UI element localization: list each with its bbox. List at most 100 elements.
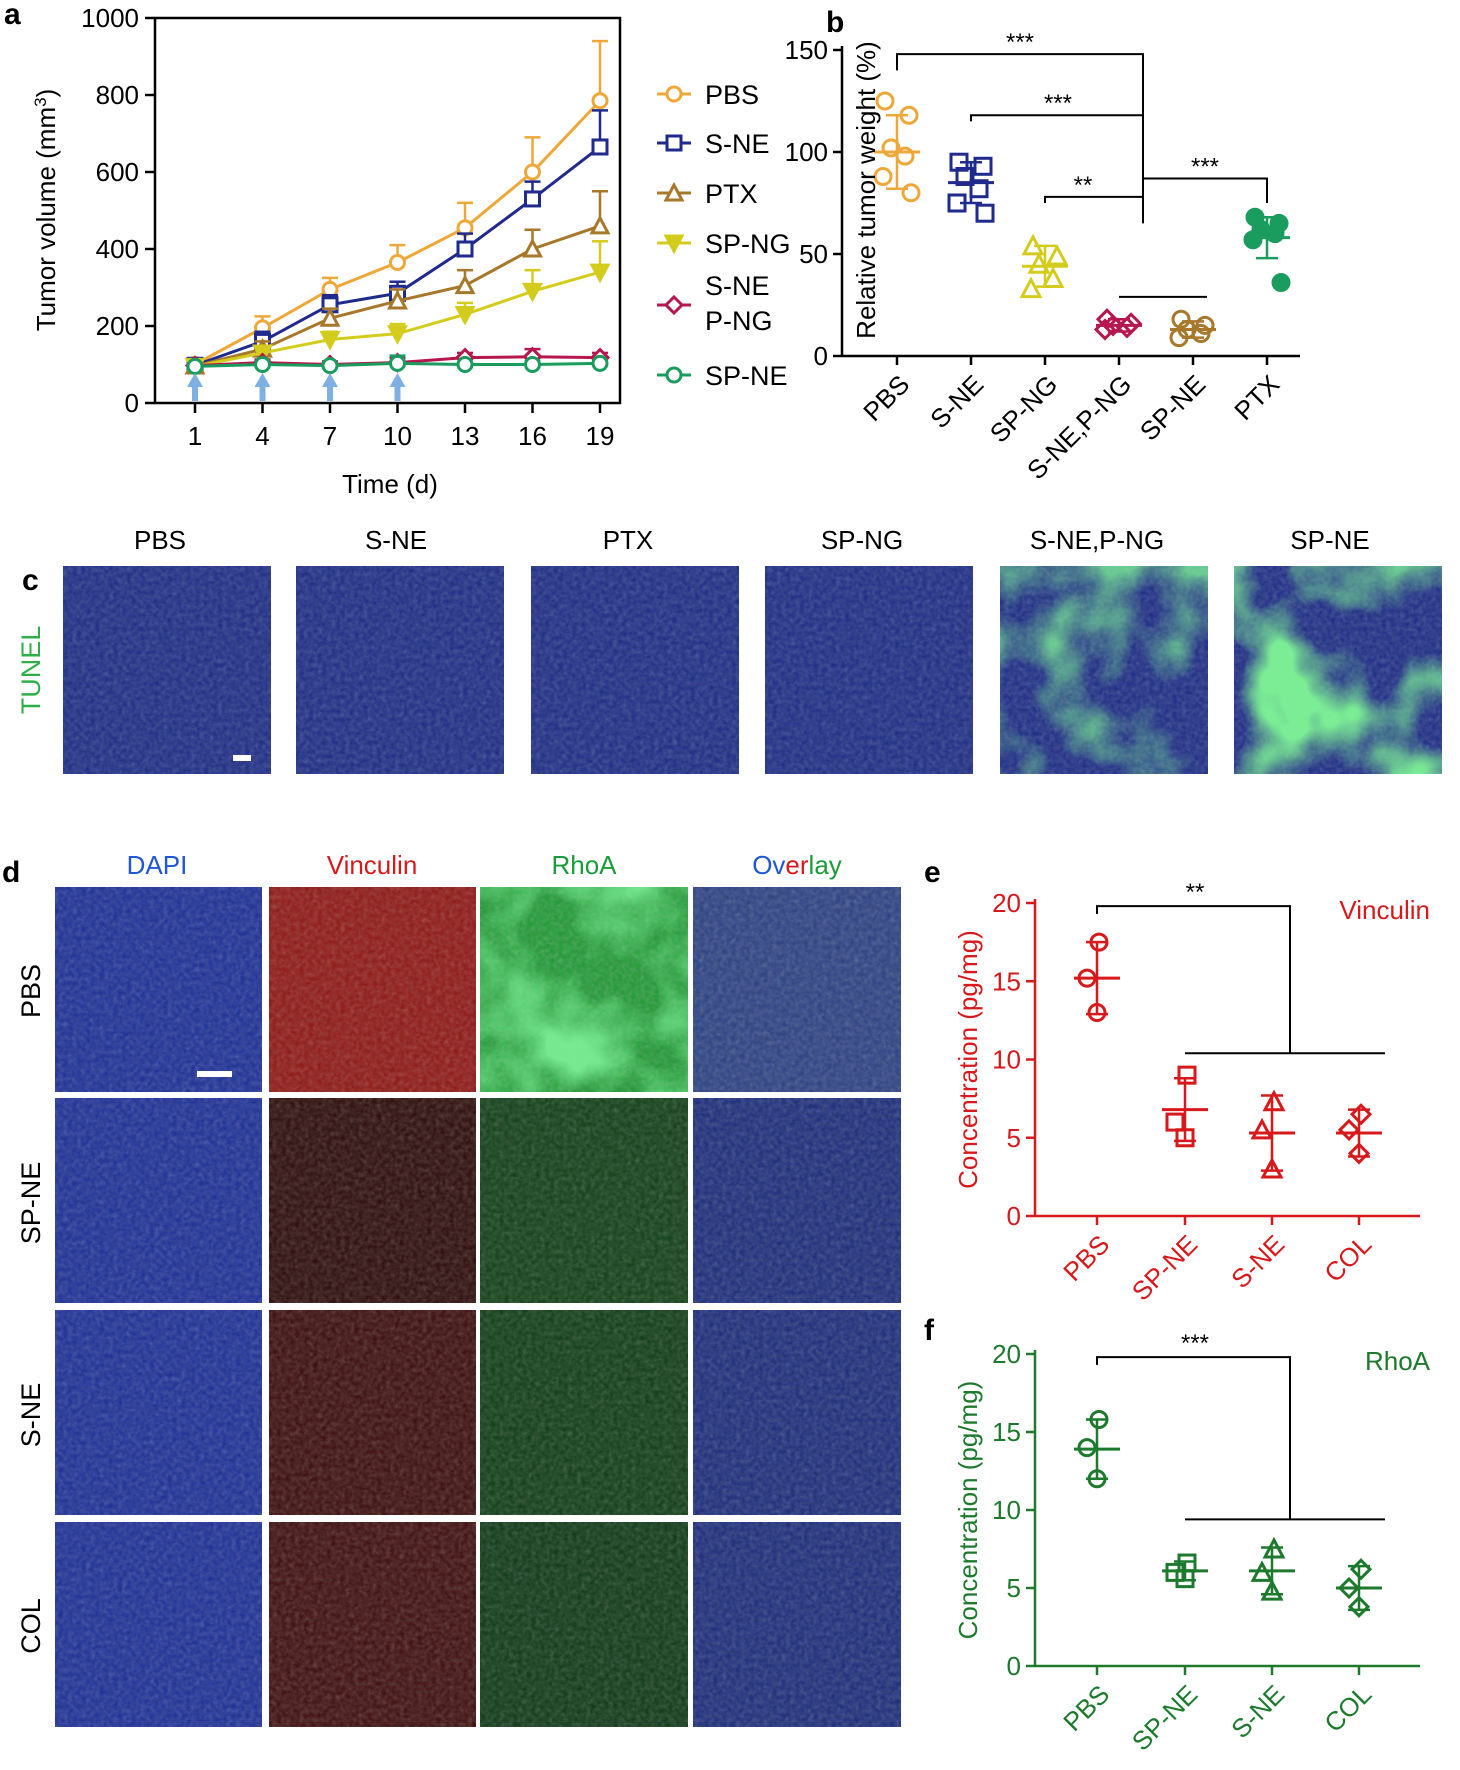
column-label: S-NE (365, 525, 427, 555)
data-point (975, 203, 995, 223)
x-tick-label: 4 (255, 421, 269, 451)
if-image (693, 1098, 901, 1303)
data-point (1271, 273, 1291, 293)
data-point (1041, 266, 1065, 288)
bracket (1044, 195, 1143, 203)
data-point (389, 253, 406, 271)
data-point (591, 92, 609, 110)
tunel-image (1000, 566, 1208, 774)
x-tick-label: COL (1318, 1229, 1377, 1288)
data-point (387, 325, 408, 345)
dosing-arrow-stem (259, 386, 266, 401)
data-point (591, 138, 609, 156)
if-image (269, 1310, 476, 1515)
data-point (1349, 1558, 1373, 1581)
x-tick-label: PBS (857, 369, 915, 427)
data-point (1019, 276, 1043, 299)
dosing-arrow-stem (192, 386, 198, 401)
overlay-part: lay (809, 850, 842, 880)
data-point (1347, 1142, 1371, 1165)
column-label: SP-NG (821, 525, 903, 555)
y-tick-label: 50 (799, 239, 828, 269)
x-tick-label: 10 (383, 421, 412, 451)
chart-a-tumor-volume: 0 200 400 600 800 1000 1 4 7 10 13 16 19 Time (d) Tumo… (31, 3, 791, 499)
legend-label: P-NG (705, 306, 773, 336)
group-PTX (1243, 207, 1291, 293)
x-tick-label: PBS (1057, 1679, 1115, 1737)
data-point (186, 357, 204, 375)
panel-letter-e: e (924, 856, 941, 889)
legend-label: SP-NG (705, 229, 791, 259)
y-axis-label: Concentration (pg/mg) (953, 930, 983, 1189)
x-tick-label: 7 (323, 421, 337, 451)
panel-letter-f: f (924, 1314, 935, 1347)
panel-letter-d: d (2, 856, 20, 889)
data-point (1171, 309, 1191, 329)
y-tick-label: 150 (785, 35, 828, 65)
data-point (1087, 1469, 1107, 1489)
tile-texture (55, 1098, 262, 1303)
data-point (591, 354, 609, 372)
row-label-tunel: TUNEL (16, 626, 46, 715)
y-tick-label: 5 (1007, 1573, 1021, 1603)
y-tick-label: 400 (96, 234, 139, 264)
data-point (456, 240, 474, 258)
legend-marker (663, 294, 685, 316)
significance-brackets: *** (1096, 1330, 1385, 1521)
dosing-arrow (389, 373, 406, 387)
x-axis-label: Time (d) (342, 469, 438, 499)
legend: PBS S-NE PTX SP-NG S-NE P-NG SP-NE (657, 80, 791, 391)
tunel-image (63, 566, 271, 774)
data-point (1027, 251, 1051, 274)
tile-green-specks (765, 566, 973, 774)
panel-letter-a: a (4, 0, 21, 31)
tile-texture (693, 1522, 901, 1727)
data-point (1260, 1578, 1284, 1601)
data-point (589, 214, 611, 235)
panel-letter-b: b (826, 6, 844, 39)
legend-marker (663, 234, 685, 255)
tile-texture (55, 1310, 262, 1515)
tile-texture (693, 1098, 901, 1303)
bracket (1143, 177, 1268, 203)
legend-label: SP-NE (705, 361, 788, 391)
y-axis-label-close: ) (31, 89, 61, 98)
bracket (896, 53, 1144, 224)
legend-label: PBS (705, 80, 759, 110)
scale-bar (197, 1071, 232, 1077)
x-tick-label: 16 (518, 421, 547, 451)
if-image (693, 887, 901, 1092)
dosing-arrow (187, 373, 203, 387)
x-tick-label: PBS (1057, 1229, 1115, 1287)
plot-frame (153, 16, 622, 405)
tile-green-specks (480, 887, 688, 1092)
column-label: PTX (603, 525, 654, 555)
data-point (969, 179, 989, 199)
dosing-arrow (322, 373, 338, 387)
data-point (1250, 1560, 1274, 1582)
tile-texture (693, 1310, 901, 1515)
data-point (949, 152, 969, 172)
data-point (524, 356, 541, 373)
significance-label: ** (1186, 879, 1205, 906)
significance-brackets: ** (1096, 879, 1385, 1055)
panel-c-tunel-images: PBS S-NE PTX SP-NG S-NE,P-NG SP-NE TUNEL (16, 525, 1442, 774)
data-point (1347, 1595, 1371, 1618)
dosing-arrow (254, 373, 271, 387)
y-tick-label: 0 (1007, 1201, 1021, 1231)
data-point (522, 237, 543, 258)
if-image (693, 1522, 901, 1727)
group-SP-NE (1169, 309, 1216, 348)
tile-texture (55, 887, 262, 1092)
bracket (1096, 1356, 1291, 1520)
y-tick-label: 15 (992, 1417, 1021, 1447)
y-tick-label: 1000 (81, 3, 139, 33)
group-PBS (1074, 1410, 1120, 1489)
tunel-image (531, 566, 739, 774)
significance-label: *** (1191, 153, 1219, 180)
tile-green-specks (1000, 566, 1208, 774)
if-image (269, 1098, 476, 1303)
data-point (1262, 1536, 1286, 1559)
y-tick-label: 0 (814, 341, 828, 371)
